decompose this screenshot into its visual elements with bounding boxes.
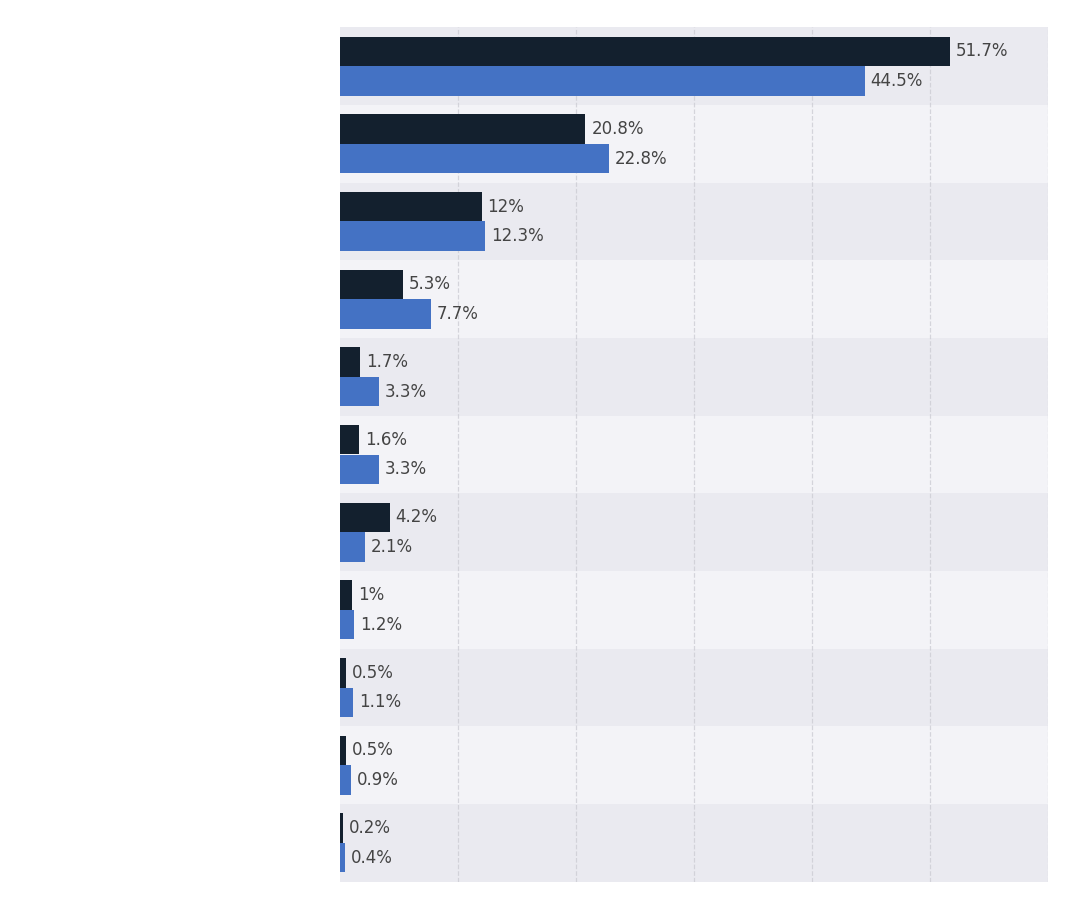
Bar bbox=[340, 115, 585, 144]
Bar bbox=[340, 66, 865, 95]
Text: 12%: 12% bbox=[487, 197, 525, 215]
Text: 44.5%: 44.5% bbox=[870, 72, 923, 90]
Bar bbox=[340, 27, 1048, 105]
Bar bbox=[340, 503, 390, 532]
Bar bbox=[340, 726, 1048, 804]
Text: 3.3%: 3.3% bbox=[384, 460, 427, 478]
Text: 1.6%: 1.6% bbox=[365, 431, 407, 449]
Text: 0.4%: 0.4% bbox=[351, 849, 393, 866]
Bar bbox=[340, 183, 1048, 260]
Bar bbox=[340, 804, 1048, 882]
Bar bbox=[340, 338, 1048, 415]
Text: 5.3%: 5.3% bbox=[408, 275, 450, 294]
Text: 1.2%: 1.2% bbox=[361, 615, 403, 634]
Bar bbox=[340, 735, 346, 765]
Bar bbox=[340, 814, 342, 843]
Text: 0.9%: 0.9% bbox=[356, 771, 399, 789]
Text: 0.5%: 0.5% bbox=[352, 664, 394, 682]
Text: 12.3%: 12.3% bbox=[491, 227, 544, 245]
Text: 20.8%: 20.8% bbox=[592, 120, 644, 138]
Bar bbox=[340, 610, 354, 639]
Text: 1.1%: 1.1% bbox=[359, 694, 401, 712]
Bar bbox=[340, 532, 365, 562]
Bar bbox=[340, 658, 346, 687]
Bar bbox=[340, 687, 353, 717]
Bar bbox=[340, 222, 485, 251]
Text: 7.7%: 7.7% bbox=[437, 305, 478, 323]
Bar bbox=[340, 377, 379, 406]
Bar bbox=[340, 425, 359, 454]
Text: 22.8%: 22.8% bbox=[615, 150, 667, 167]
Text: 1.7%: 1.7% bbox=[366, 353, 408, 371]
Bar bbox=[340, 347, 361, 377]
Text: 4.2%: 4.2% bbox=[395, 508, 437, 526]
Bar bbox=[340, 299, 431, 329]
Bar bbox=[340, 144, 609, 174]
Bar bbox=[340, 260, 1048, 338]
Bar bbox=[340, 192, 482, 222]
Bar bbox=[340, 105, 1048, 183]
Bar bbox=[340, 270, 403, 299]
Text: 2.1%: 2.1% bbox=[370, 538, 413, 556]
Bar bbox=[340, 415, 1048, 494]
Bar bbox=[340, 843, 345, 873]
Text: 0.5%: 0.5% bbox=[352, 742, 394, 759]
Bar bbox=[340, 765, 351, 794]
Bar bbox=[340, 580, 352, 610]
Bar bbox=[340, 494, 1048, 571]
Bar bbox=[340, 454, 379, 484]
Text: 0.2%: 0.2% bbox=[349, 819, 391, 837]
Bar bbox=[340, 36, 949, 66]
Text: 1%: 1% bbox=[357, 586, 384, 604]
Text: 51.7%: 51.7% bbox=[956, 43, 1008, 60]
Bar bbox=[340, 649, 1048, 726]
Bar bbox=[340, 571, 1048, 649]
Text: 3.3%: 3.3% bbox=[384, 383, 427, 401]
